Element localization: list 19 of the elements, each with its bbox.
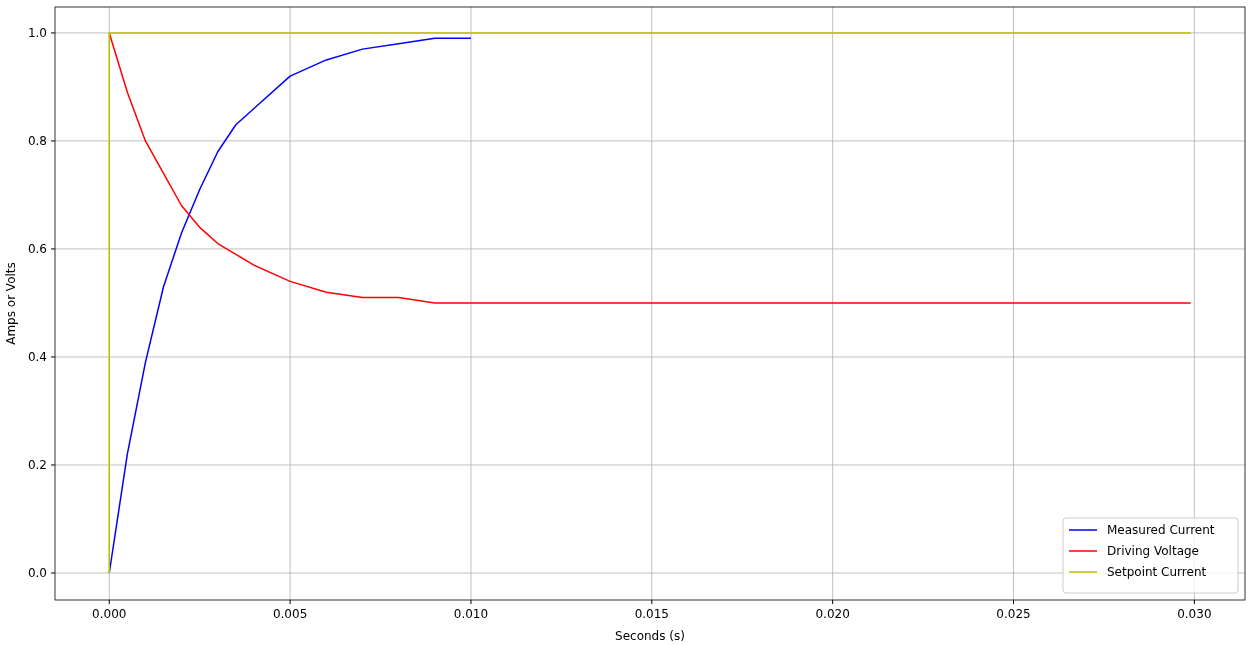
x-tick-label: 0.030 bbox=[1177, 607, 1212, 621]
y-tick-label: 1.0 bbox=[27, 25, 47, 40]
y-axis-title: Amps or Volts bbox=[4, 262, 18, 345]
y-tick-label: 0.4 bbox=[27, 349, 47, 364]
legend-label: Setpoint Current bbox=[1107, 565, 1207, 579]
line-series bbox=[108, 32, 1192, 304]
x-tick-label: 0.000 bbox=[92, 607, 127, 621]
y-tick-label: 0.2 bbox=[27, 457, 47, 472]
y-tick-label: 0.6 bbox=[27, 241, 47, 256]
x-tick-label: 0.010 bbox=[453, 607, 489, 621]
legend-label: Driving Voltage bbox=[1107, 544, 1199, 558]
legend-label: Measured Current bbox=[1107, 523, 1215, 537]
x-tick-label: 0.015 bbox=[634, 607, 669, 621]
y-tick-label: 0.8 bbox=[27, 133, 47, 148]
x-tick-label: 0.025 bbox=[996, 607, 1031, 621]
x-tick-label: 0.005 bbox=[272, 607, 308, 621]
x-axis-title: Seconds (s) bbox=[615, 629, 685, 643]
x-tick-label: 0.020 bbox=[815, 607, 850, 621]
y-tick-label: 0.0 bbox=[27, 566, 47, 580]
